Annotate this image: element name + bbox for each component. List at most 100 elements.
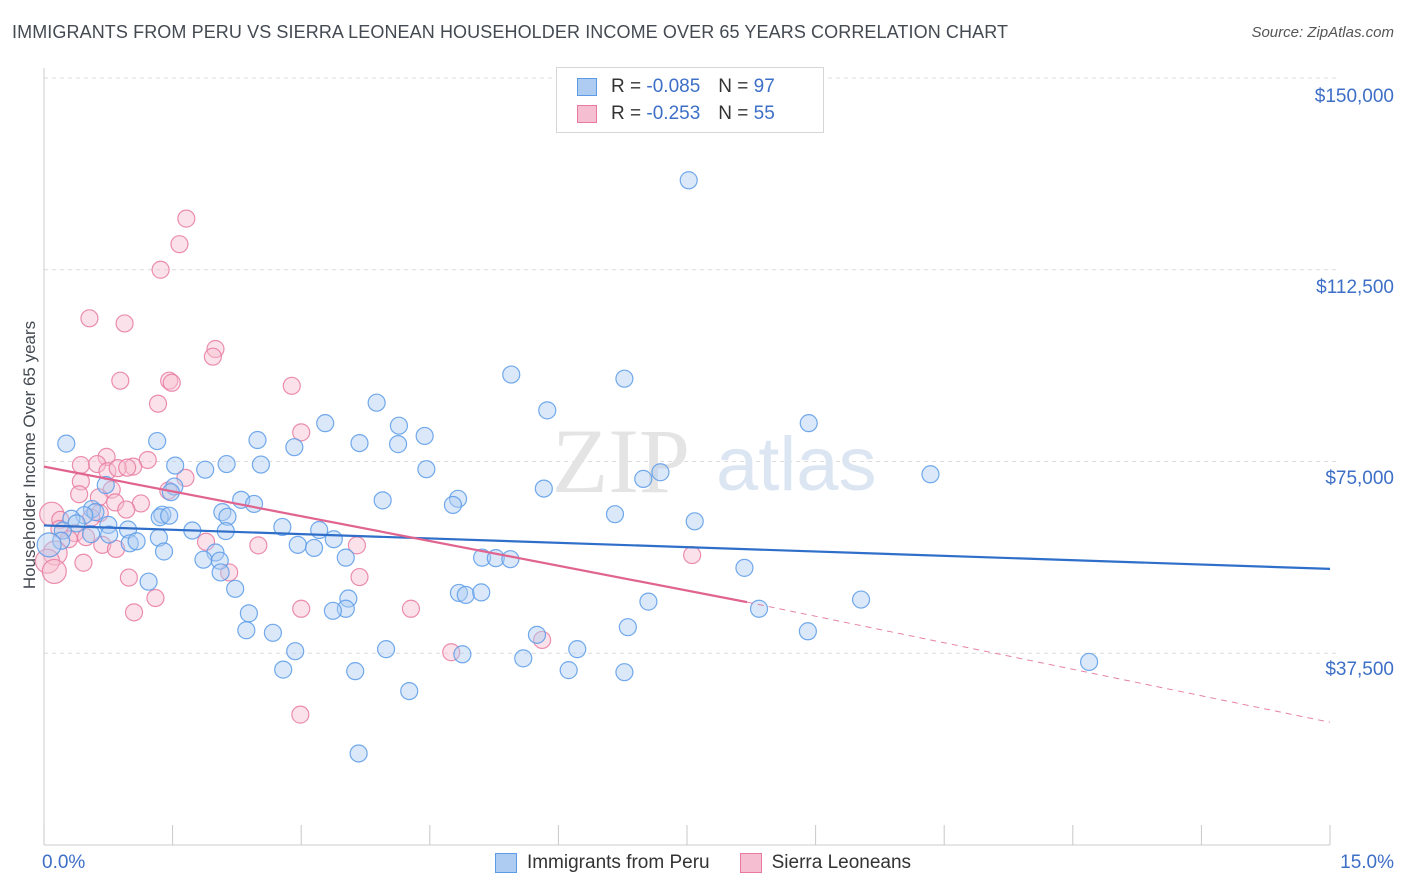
- peru-point: [367, 393, 386, 412]
- sierra-leoneans-point: [148, 394, 168, 413]
- peru-point: [86, 503, 105, 522]
- peru-point: [52, 531, 71, 550]
- sierra-leoneans-point: [88, 454, 107, 474]
- peru-point: [194, 550, 213, 569]
- peru-point: [453, 645, 472, 664]
- watermark-zip: ZIP: [552, 410, 690, 512]
- peru-point: [285, 438, 304, 457]
- trend-line-peru: [43, 524, 1331, 570]
- sierra-leoneans-point: [71, 455, 90, 475]
- peru-point: [96, 475, 115, 495]
- peru-point: [514, 649, 533, 668]
- sierra-leoneans-point: [124, 457, 143, 476]
- legend-n-label: N =: [718, 103, 749, 124]
- peru-point: [248, 430, 267, 450]
- peru-point: [273, 517, 292, 537]
- peru-point: [36, 532, 62, 558]
- peru-point: [288, 535, 307, 554]
- peru-point: [851, 590, 871, 609]
- peru-point: [388, 435, 408, 454]
- chart-title: IMMIGRANTS FROM PERU VS SIERRA LEONEAN H…: [12, 22, 1009, 42]
- legend-r-label: R =: [611, 76, 642, 97]
- sierra-leoneans-point: [80, 309, 99, 328]
- sierra-leoneans-point: [106, 493, 125, 512]
- peru-point: [502, 365, 521, 384]
- source-label: Source: ZipAtlas.com: [1251, 24, 1394, 41]
- legend-swatch-sierra: [577, 105, 597, 123]
- sierra-leoneans-point: [177, 209, 196, 228]
- peru-point: [615, 663, 634, 682]
- peru-point: [443, 495, 463, 515]
- peru-point: [286, 642, 305, 661]
- peru-point: [639, 592, 658, 611]
- peru-point: [1079, 652, 1099, 672]
- peru-point: [274, 660, 293, 679]
- peru-point: [218, 507, 237, 526]
- peru-point: [415, 426, 434, 446]
- sierra-leoneans-point: [170, 235, 189, 254]
- peru-point: [527, 625, 547, 644]
- series-immigrants-from-peru: [36, 171, 1099, 763]
- y-tick-label-75000: $75,000: [1325, 468, 1394, 489]
- peru-point: [449, 583, 469, 603]
- legend-r-label: R =: [611, 103, 642, 124]
- peru-point: [316, 414, 335, 433]
- peru-point: [376, 640, 396, 659]
- x-tick-label-max: 15.0%: [1340, 852, 1394, 873]
- sierra-leoneans-point: [533, 630, 552, 650]
- y-tick-label-112500: $112,500: [1316, 277, 1394, 298]
- peru-point: [211, 563, 230, 582]
- axes: [43, 68, 1331, 846]
- legend-swatch-sierra: [739, 853, 762, 873]
- peru-point: [568, 640, 587, 659]
- sierra-leoneans-point: [117, 500, 136, 519]
- legend-n-value-sierra: 55: [753, 103, 775, 124]
- peru-point: [304, 538, 324, 558]
- legend-n-value-peru: 97: [753, 76, 775, 97]
- peru-point: [350, 433, 369, 453]
- peru-point: [685, 512, 704, 531]
- sierra-leoneans-point: [160, 371, 179, 390]
- correlation-legend: R = -0.085 N = 97 R = -0.253 N = 55: [556, 67, 824, 133]
- gridlines: [44, 77, 1338, 654]
- legend-item-peru[interactable]: Immigrants from Peru: [494, 852, 710, 874]
- peru-point: [153, 505, 172, 524]
- peru-point: [217, 454, 236, 474]
- watermark: ZIP atlas: [552, 410, 877, 512]
- sierra-leoneans-point: [93, 535, 112, 554]
- sierra-leoneans-point: [146, 588, 165, 608]
- sierra-leoneans-point: [442, 643, 461, 662]
- series-legend: Immigrants from Peru Sierra Leoneans: [0, 852, 1406, 874]
- sierra-leoneans-point: [70, 485, 89, 504]
- peru-point: [501, 550, 520, 569]
- peru-point: [389, 416, 409, 435]
- sierra-leoneans-point: [41, 558, 67, 585]
- peru-point: [239, 604, 259, 623]
- peru-point: [82, 525, 101, 544]
- sierra-leoneans-point: [108, 459, 127, 478]
- legend-label-peru: Immigrants from Peru: [526, 852, 710, 873]
- watermark-atlas: atlas: [716, 422, 877, 507]
- peru-point: [472, 583, 491, 602]
- peru-point: [57, 434, 76, 453]
- peru-point: [456, 585, 475, 605]
- trend-line-sierra: [43, 465, 748, 604]
- peru-point: [226, 579, 245, 598]
- y-tick-label-37500: $37,500: [1325, 659, 1394, 680]
- legend-item-sierra[interactable]: Sierra Leoneans: [739, 852, 911, 874]
- legend-swatch-peru: [494, 853, 517, 873]
- legend-row-peru: R = -0.085 N = 97: [577, 75, 775, 99]
- x-tick-label-min: 0.0%: [42, 852, 86, 873]
- sierra-leoneans-point: [118, 458, 137, 477]
- peru-point: [538, 401, 557, 420]
- sierra-leoneans-point: [115, 314, 134, 333]
- trend-lines: [43, 465, 1331, 723]
- peru-point: [150, 508, 169, 527]
- peru-point: [400, 681, 419, 701]
- peru-point: [100, 525, 119, 544]
- peru-point: [679, 171, 698, 190]
- sierra-leoneans-point: [683, 545, 702, 565]
- peru-point: [148, 431, 167, 451]
- peru-point: [196, 460, 215, 479]
- legend-swatch-peru: [577, 78, 597, 96]
